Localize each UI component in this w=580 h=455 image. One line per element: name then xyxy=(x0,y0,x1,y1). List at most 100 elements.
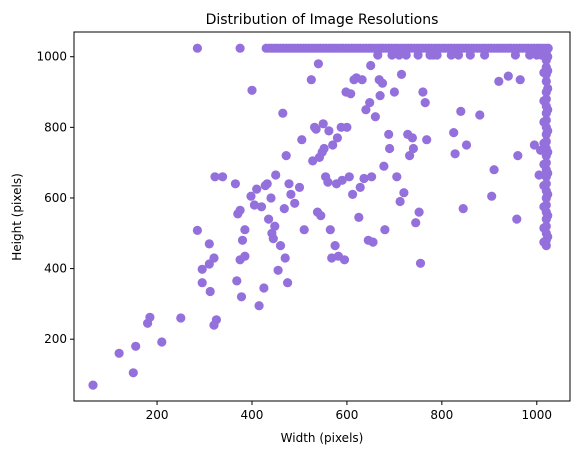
data-point xyxy=(365,98,375,108)
data-point xyxy=(264,214,274,224)
y-tick-label: 800 xyxy=(44,120,67,134)
data-point xyxy=(418,87,428,97)
data-point xyxy=(256,202,267,212)
data-point xyxy=(456,106,466,116)
data-point xyxy=(513,151,523,161)
data-point xyxy=(543,189,553,199)
data-point xyxy=(342,122,352,132)
data-point xyxy=(192,43,202,53)
data-point xyxy=(286,189,296,199)
data-point xyxy=(247,85,257,95)
x-axis-label: Width (pixels) xyxy=(281,431,364,445)
y-tick-label: 1000 xyxy=(36,50,67,64)
data-point xyxy=(204,239,214,249)
data-point xyxy=(450,149,460,159)
data-point xyxy=(218,172,228,182)
data-point xyxy=(539,138,549,148)
x-tick-label: 200 xyxy=(146,408,169,422)
data-point xyxy=(313,59,323,69)
data-point xyxy=(543,43,553,53)
data-point xyxy=(539,96,549,106)
data-point xyxy=(273,265,283,275)
data-point xyxy=(319,143,329,154)
data-point xyxy=(281,151,291,161)
data-point xyxy=(157,337,167,347)
data-point xyxy=(366,60,376,71)
data-point xyxy=(375,91,385,101)
data-point xyxy=(205,286,215,297)
data-point xyxy=(408,143,418,154)
data-point xyxy=(236,292,247,302)
data-point xyxy=(235,43,245,53)
plot-frame xyxy=(73,31,571,402)
data-point xyxy=(370,112,380,122)
data-point xyxy=(539,202,549,212)
data-point xyxy=(543,211,553,221)
data-point xyxy=(539,223,549,233)
y-tick-label: 600 xyxy=(44,191,67,205)
data-point xyxy=(368,237,378,247)
data-point xyxy=(494,76,504,86)
data-point xyxy=(395,196,405,207)
data-point xyxy=(385,143,395,154)
data-point xyxy=(539,117,549,127)
chart-title: Distribution of Image Resolutions xyxy=(206,12,439,28)
points-layer xyxy=(88,43,553,390)
data-point xyxy=(346,89,356,99)
data-point xyxy=(318,119,328,129)
y-axis-ticks: 200 400 600 800 1000 xyxy=(36,50,74,346)
data-point xyxy=(235,205,245,215)
data-point xyxy=(192,225,202,235)
x-tick-label: 1000 xyxy=(522,408,553,422)
data-point xyxy=(176,313,186,323)
data-point xyxy=(461,140,472,150)
x-tick-label: 400 xyxy=(241,408,264,422)
x-axis-ticks: 200 400 600 800 1000 xyxy=(146,401,552,422)
data-point xyxy=(539,159,549,169)
x-tick-label: 800 xyxy=(430,408,453,422)
data-point xyxy=(275,241,286,251)
data-point xyxy=(128,368,138,378)
data-point xyxy=(249,200,259,210)
data-point xyxy=(332,133,342,143)
data-point xyxy=(270,221,280,231)
data-point xyxy=(539,181,549,191)
data-point xyxy=(367,172,377,182)
data-point xyxy=(240,251,250,261)
data-point xyxy=(297,135,307,145)
data-point xyxy=(323,177,333,187)
data-point xyxy=(240,225,250,235)
data-point xyxy=(337,175,347,185)
data-point xyxy=(266,193,276,203)
data-point xyxy=(539,237,549,247)
data-point xyxy=(306,75,316,85)
data-point xyxy=(344,172,354,182)
data-point xyxy=(361,105,371,115)
data-point xyxy=(543,83,553,94)
data-point xyxy=(420,98,430,108)
data-point xyxy=(541,76,551,86)
data-point xyxy=(211,315,221,325)
data-point xyxy=(389,87,399,97)
data-point xyxy=(324,126,334,136)
data-point xyxy=(237,235,248,245)
data-point xyxy=(145,312,155,322)
data-point xyxy=(392,172,402,182)
data-point xyxy=(316,211,326,221)
data-point xyxy=(330,241,340,251)
data-point xyxy=(414,207,424,217)
data-point xyxy=(210,172,220,182)
data-point xyxy=(503,71,513,81)
data-point xyxy=(290,198,300,208)
data-point xyxy=(294,182,305,192)
data-point xyxy=(543,105,553,115)
data-point xyxy=(131,341,141,351)
x-tick-label: 600 xyxy=(335,408,358,422)
data-point xyxy=(449,128,459,138)
data-point xyxy=(279,204,289,214)
data-point xyxy=(268,234,278,244)
data-point xyxy=(422,135,432,145)
data-point xyxy=(232,276,242,286)
data-point xyxy=(252,184,262,194)
